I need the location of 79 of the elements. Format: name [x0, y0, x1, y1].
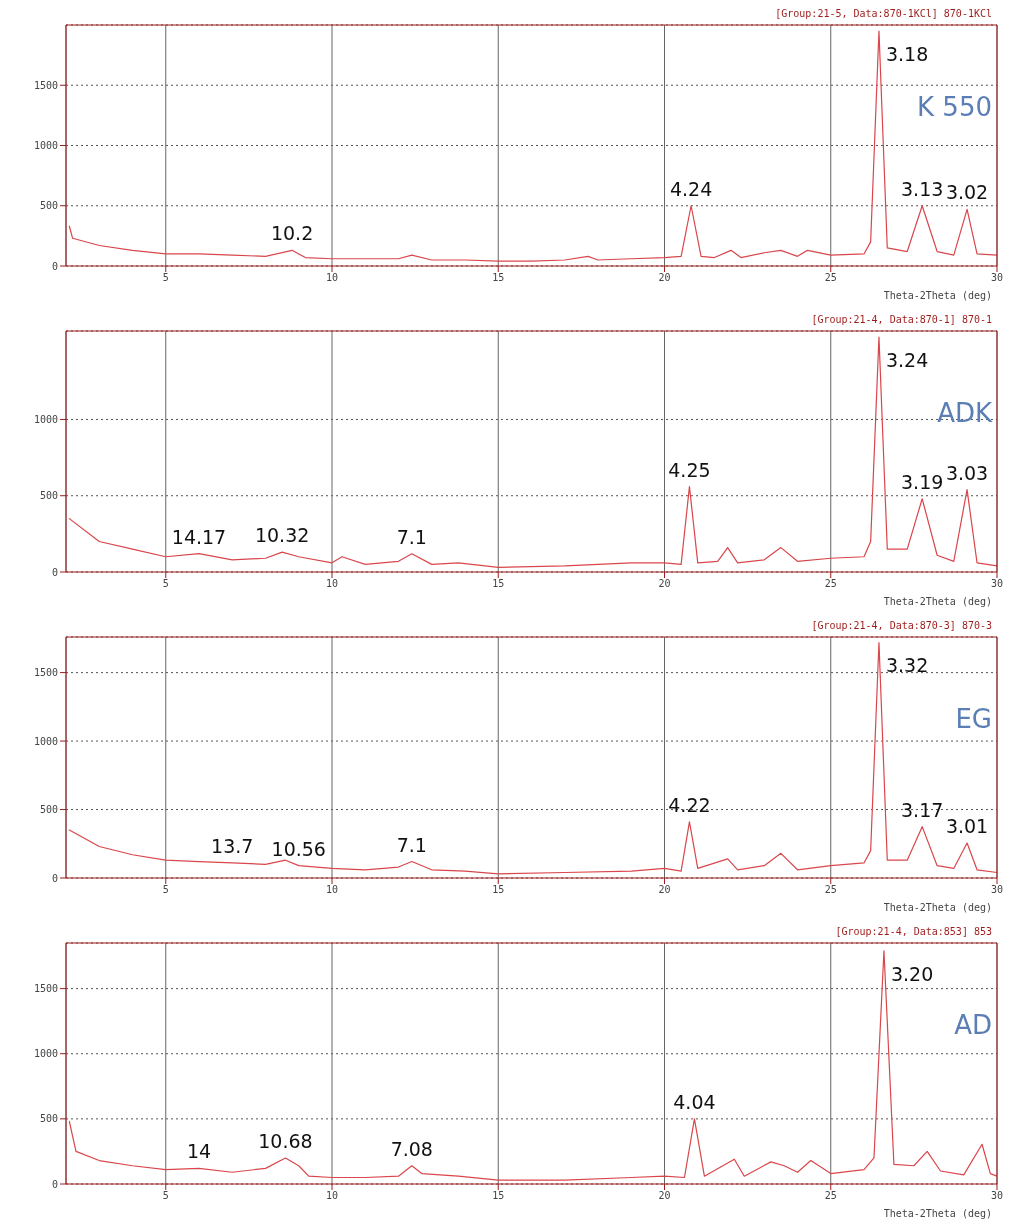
- x-tick-label: 30: [990, 884, 1004, 896]
- annotation: 14.17: [171, 525, 227, 548]
- x-tick-label: 25: [824, 884, 837, 896]
- annotation: 3.03: [945, 461, 989, 484]
- annotation: 3.20: [890, 962, 934, 985]
- x-tick-label: 15: [492, 578, 505, 590]
- line-series: [68, 950, 997, 1181]
- y-tick-label: 1000: [33, 1048, 58, 1060]
- annotation: 4.24: [669, 177, 713, 200]
- x-tick-label: 25: [824, 1190, 837, 1202]
- x-tick-label: 25: [824, 578, 837, 590]
- annotation: 7.1: [396, 525, 427, 548]
- y-tick-label: 1000: [33, 414, 58, 426]
- y-tick-label: 1000: [33, 140, 58, 152]
- x-tick-label: 10: [325, 884, 339, 896]
- annotation: 3.13: [901, 177, 944, 200]
- y-tick-label: 1000: [33, 735, 58, 747]
- annotation: 7.08: [390, 1137, 433, 1160]
- y-tick-label: 500: [39, 804, 58, 816]
- y-tick-label: 500: [39, 1113, 58, 1125]
- x-tick-label: 20: [658, 272, 671, 284]
- x-tick-label: 5: [162, 1190, 169, 1202]
- annotation: 7.1: [396, 833, 427, 856]
- annotation: 10.56: [271, 837, 326, 860]
- x-tick-label: 5: [162, 884, 169, 896]
- x-tick-label: 10: [325, 272, 339, 284]
- x-axis-title: Theta-2Theta (deg): [883, 902, 992, 913]
- text: ADK: [937, 398, 992, 428]
- chart-subtitle: [Group:21-4, Data:853] 853: [835, 926, 992, 937]
- y-tick-label: 0: [51, 872, 58, 884]
- text: EG: [955, 704, 992, 734]
- x-tick-label: 20: [658, 884, 671, 896]
- y-tick-label: 0: [51, 260, 58, 272]
- text: K 550: [917, 92, 992, 122]
- annotation: 3.19: [901, 470, 944, 493]
- annotation: 4.04: [673, 1090, 716, 1113]
- x-tick-label: 10: [325, 1190, 339, 1202]
- line-series: [68, 641, 997, 875]
- annotation: 3.17: [901, 798, 944, 821]
- annotation: 10.32: [254, 524, 310, 547]
- x-tick-label: 30: [990, 272, 1004, 284]
- x-axis-title: Theta-2Theta (deg): [883, 596, 992, 607]
- y-tick-label: 0: [51, 1178, 58, 1190]
- line-series: [68, 30, 997, 262]
- x-tick-label: 15: [492, 1190, 505, 1202]
- y-tick-label: 1500: [33, 667, 58, 679]
- x-tick-label: 20: [658, 578, 671, 590]
- y-tick-label: 500: [39, 490, 58, 502]
- x-tick-label: 25: [824, 272, 837, 284]
- x-tick-label: 10: [325, 578, 339, 590]
- annotation: 3.32: [885, 654, 929, 677]
- x-tick-label: 15: [492, 884, 505, 896]
- annotation: 3.24: [885, 349, 929, 372]
- y-tick-label: 1500: [33, 983, 58, 995]
- text: AD: [954, 1010, 992, 1040]
- x-tick-label: 30: [990, 578, 1004, 590]
- x-tick-label: 5: [162, 272, 169, 284]
- annotation: 10.68: [258, 1129, 313, 1152]
- y-tick-label: 0: [51, 566, 58, 578]
- x-tick-label: 5: [162, 578, 169, 590]
- x-tick-label: 20: [658, 1190, 671, 1202]
- x-tick-label: 15: [492, 272, 505, 284]
- y-tick-label: 500: [39, 200, 58, 212]
- annotation: 3.01: [945, 815, 989, 838]
- chart-subtitle: [Group:21-5, Data:870-1KCl] 870-1KCl: [775, 8, 992, 19]
- x-tick-label: 30: [990, 1190, 1004, 1202]
- x-axis-title: Theta-2Theta (deg): [883, 1208, 992, 1219]
- annotation: 4.25: [668, 458, 711, 481]
- annotation: 3.18: [885, 43, 929, 66]
- annotation: 10.2: [270, 222, 314, 245]
- annotation: 13.7: [211, 834, 254, 857]
- annotation: 3.02: [945, 181, 989, 204]
- chart-subtitle: [Group:21-4, Data:870-3] 870-3: [811, 620, 992, 631]
- chart-subtitle: [Group:21-4, Data:870-1] 870-1: [811, 314, 992, 325]
- line-series: [68, 336, 997, 569]
- x-axis-title: Theta-2Theta (deg): [883, 290, 992, 301]
- annotation: 4.22: [668, 793, 711, 816]
- annotation: 14: [186, 1140, 212, 1163]
- y-tick-label: 1500: [33, 79, 58, 91]
